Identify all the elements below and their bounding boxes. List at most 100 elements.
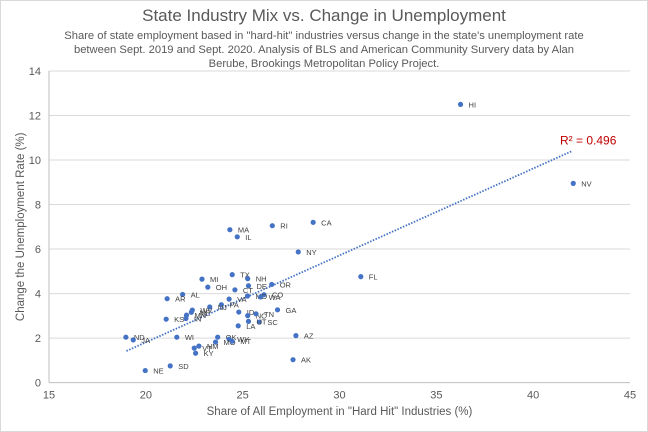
x-tick-label: 25 bbox=[237, 390, 249, 402]
point-marker bbox=[236, 309, 242, 315]
data-point: ND bbox=[123, 333, 145, 342]
point-marker bbox=[174, 334, 180, 340]
point-label: IN bbox=[194, 314, 202, 323]
point-marker bbox=[274, 307, 281, 313]
point-label: MO bbox=[224, 338, 236, 347]
data-point: MA bbox=[227, 226, 249, 235]
data-point: MN bbox=[183, 311, 206, 320]
y-tick-labels: 0 2 4 6 8 10 12 14 bbox=[29, 66, 41, 390]
point-label: WA bbox=[269, 293, 281, 302]
point-label: NC bbox=[256, 312, 267, 321]
y-tick-label: 6 bbox=[35, 244, 41, 256]
point-marker bbox=[191, 345, 197, 351]
point-marker bbox=[256, 319, 262, 325]
point-label: OR bbox=[280, 280, 292, 289]
data-point: NM bbox=[196, 342, 219, 351]
data-point: NC bbox=[245, 312, 267, 321]
point-label: HI bbox=[469, 100, 477, 109]
x-tick-label: 20 bbox=[140, 390, 152, 402]
data-point: JA bbox=[130, 336, 150, 345]
data-point: TX bbox=[229, 271, 250, 280]
point-label: NJ bbox=[218, 303, 227, 312]
x-tick-label: 35 bbox=[430, 390, 442, 402]
point-marker bbox=[163, 316, 169, 322]
point-marker bbox=[215, 334, 221, 340]
point-label: WI bbox=[185, 333, 194, 342]
data-point: OR bbox=[269, 280, 292, 289]
data-point: VT bbox=[191, 344, 212, 353]
data-point: CT bbox=[232, 286, 253, 295]
y-axis-title: Change the Unemployment Rate (%) bbox=[15, 132, 27, 321]
data-point: MI bbox=[199, 275, 218, 284]
y-tick-label: 14 bbox=[29, 66, 41, 78]
point-marker bbox=[457, 101, 464, 107]
point-marker bbox=[229, 272, 235, 278]
point-marker bbox=[570, 180, 576, 186]
point-marker bbox=[229, 338, 235, 344]
point-marker bbox=[253, 311, 259, 317]
point-label: SD bbox=[178, 362, 189, 371]
point-label: ID bbox=[247, 308, 255, 317]
point-marker bbox=[205, 284, 211, 290]
data-point: ID bbox=[236, 308, 255, 317]
x-axis-title: Share of All Employment in "Hard Hit" In… bbox=[207, 406, 473, 418]
point-label: CT bbox=[243, 286, 253, 295]
point-label: GA bbox=[286, 306, 297, 315]
point-label: MT bbox=[240, 337, 251, 346]
y-tick-label: 8 bbox=[35, 200, 41, 212]
y-tick-label: 0 bbox=[35, 378, 41, 390]
point-label: AR bbox=[175, 295, 186, 304]
point-marker bbox=[199, 276, 205, 282]
data-point: TN bbox=[253, 310, 274, 319]
point-label: WY bbox=[237, 335, 249, 344]
point-marker bbox=[227, 227, 233, 233]
data-point: AL bbox=[180, 290, 200, 299]
point-marker bbox=[245, 318, 252, 324]
point-label: JA bbox=[141, 336, 150, 345]
data-point: IL bbox=[234, 233, 252, 242]
point-marker bbox=[142, 367, 148, 374]
data-point: AK bbox=[290, 356, 311, 365]
point-label: TX bbox=[240, 271, 250, 280]
data-point: GA bbox=[274, 306, 297, 315]
point-label: AK bbox=[301, 356, 311, 365]
data-point: MO bbox=[212, 338, 236, 347]
x-tick-labels: 15 20 25 30 35 40 45 bbox=[43, 390, 636, 402]
data-point: HI bbox=[457, 100, 477, 109]
point-marker bbox=[164, 296, 170, 302]
data-point: LA bbox=[235, 322, 255, 331]
point-marker bbox=[189, 307, 195, 313]
point-label: TN bbox=[264, 310, 274, 319]
point-label: OH bbox=[216, 283, 227, 292]
point-marker bbox=[193, 350, 199, 356]
point-marker bbox=[218, 302, 224, 308]
point-marker bbox=[123, 334, 129, 340]
point-label: NM bbox=[207, 342, 219, 351]
point-marker bbox=[234, 234, 240, 240]
data-point: NE bbox=[142, 367, 164, 376]
point-label: ME bbox=[199, 308, 210, 317]
point-label: LA bbox=[246, 322, 255, 331]
y-tick-label: 10 bbox=[29, 155, 41, 167]
point-marker bbox=[245, 313, 251, 319]
trendline bbox=[126, 150, 573, 352]
point-marker bbox=[167, 363, 173, 369]
data-point: SC bbox=[256, 318, 278, 327]
point-marker bbox=[226, 296, 232, 302]
point-label: ND bbox=[134, 333, 145, 342]
point-label: RI bbox=[280, 222, 288, 231]
data-point: NY bbox=[295, 248, 317, 257]
point-label: NV bbox=[581, 179, 591, 188]
point-label: NY bbox=[306, 248, 316, 257]
point-label: KS bbox=[174, 315, 184, 324]
point-label: NE bbox=[153, 367, 163, 376]
data-point: AR bbox=[164, 295, 186, 304]
r-squared-label: R² = 0.496 bbox=[560, 133, 617, 147]
point-marker bbox=[180, 291, 186, 298]
point-label: VT bbox=[202, 344, 212, 353]
x-tick-label: 45 bbox=[624, 390, 636, 402]
point-marker bbox=[290, 357, 296, 363]
point-label: WV bbox=[200, 306, 212, 315]
point-label: DE bbox=[256, 282, 266, 291]
data-point: OH bbox=[205, 283, 227, 292]
